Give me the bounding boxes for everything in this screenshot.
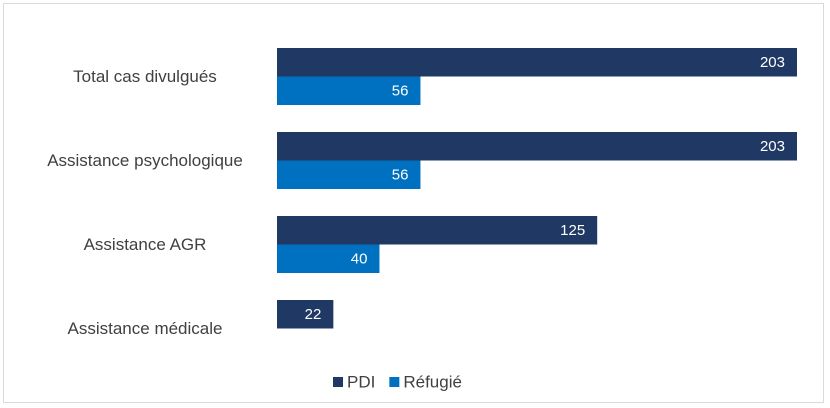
bar — [277, 300, 334, 329]
legend-swatch — [389, 377, 400, 387]
bar — [277, 160, 421, 189]
category-label: Assistance médicale — [67, 318, 223, 338]
bar — [277, 244, 380, 273]
category-label: Assistance psychologique — [47, 150, 243, 170]
legend-label: Réfugié — [403, 372, 462, 391]
value-label: 203 — [760, 138, 785, 155]
legend-swatch — [333, 377, 343, 387]
value-label: 56 — [392, 167, 409, 184]
bar — [277, 216, 598, 245]
value-label: 40 — [351, 251, 368, 268]
value-label: 125 — [560, 222, 585, 239]
chart-frame — [3, 3, 824, 403]
category-label: Assistance AGR — [83, 234, 207, 254]
value-label: 203 — [760, 54, 785, 71]
bar — [277, 132, 797, 161]
bar — [277, 48, 797, 77]
category-label: Total cas divulgués — [73, 66, 217, 86]
bar — [277, 76, 421, 105]
legend-label: PDI — [347, 372, 375, 391]
value-label: 56 — [392, 83, 409, 100]
value-label: 22 — [305, 306, 322, 323]
